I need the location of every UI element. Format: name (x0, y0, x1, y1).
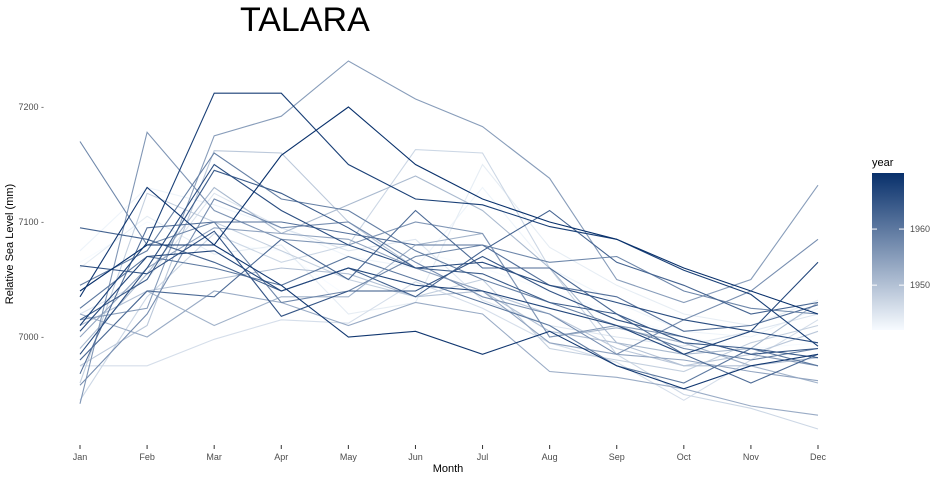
y-tick-label-7000: 7000 - (18, 332, 44, 342)
x-tick-label-mar: Mar (206, 452, 222, 462)
series-line-1962 (79, 209, 819, 384)
y-axis: 7000 - 7100 - 7200 - (18, 102, 44, 342)
series-line-1947 (79, 149, 819, 430)
x-tick-label-may: May (340, 452, 358, 462)
series-line-1966 (79, 163, 819, 355)
x-tick-label-jan: Jan (73, 452, 88, 462)
series-line-1961 (79, 221, 819, 375)
series-line-1955 (79, 60, 819, 321)
x-tick-label-sep: Sep (609, 452, 625, 462)
series-line-1956 (79, 131, 819, 404)
series-line-1967 (79, 250, 819, 355)
chart-title: TALARA (240, 1, 370, 39)
year-legend: year 1950 1960 (872, 157, 930, 330)
legend-label-1950: 1950 (910, 280, 930, 290)
legend-colorbar (872, 173, 904, 330)
series-line-1970 (79, 106, 819, 315)
series-line-1950 (79, 267, 819, 367)
series-lines (79, 60, 819, 430)
legend-title: year (872, 157, 894, 169)
series-line-1957 (79, 198, 819, 386)
series-line-1958 (79, 141, 819, 315)
y-axis-title: Relative Sea Level (mm) (4, 184, 16, 304)
series-line-1965 (79, 230, 819, 355)
legend-label-1960: 1960 (910, 224, 930, 234)
series-line-1943 (79, 186, 819, 338)
series-line-1951 (79, 175, 819, 355)
series-line-1942 (79, 221, 819, 350)
series-line-1968 (79, 92, 819, 347)
y-tick-label-7100: 7100 - (18, 217, 44, 227)
y-tick-label-7200: 7200 - (18, 102, 44, 112)
series-line-1945 (79, 192, 819, 347)
series-line-1964 (79, 169, 819, 359)
x-tick-label-dec: Dec (810, 452, 827, 462)
x-axis-title: Month (433, 463, 464, 475)
x-tick-label-apr: Apr (274, 452, 288, 462)
x-tick-label-oct: Oct (677, 452, 692, 462)
x-tick-label-jun: Jun (408, 452, 423, 462)
x-tick-label-jul: Jul (477, 452, 489, 462)
x-tick-label-aug: Aug (542, 452, 558, 462)
series-line-1946 (80, 281, 819, 401)
series-line-1963 (79, 209, 819, 315)
x-tick-label-feb: Feb (139, 452, 155, 462)
series-line-1953 (79, 290, 819, 416)
series-line-1960 (79, 255, 819, 384)
series-line-1944 (79, 163, 819, 327)
x-axis: Jan Feb Mar Apr May Jun Jul Aug Sep Oct Nov Dec (73, 445, 827, 462)
series-line-1969 (79, 186, 819, 390)
x-tick-label-nov: Nov (743, 452, 760, 462)
